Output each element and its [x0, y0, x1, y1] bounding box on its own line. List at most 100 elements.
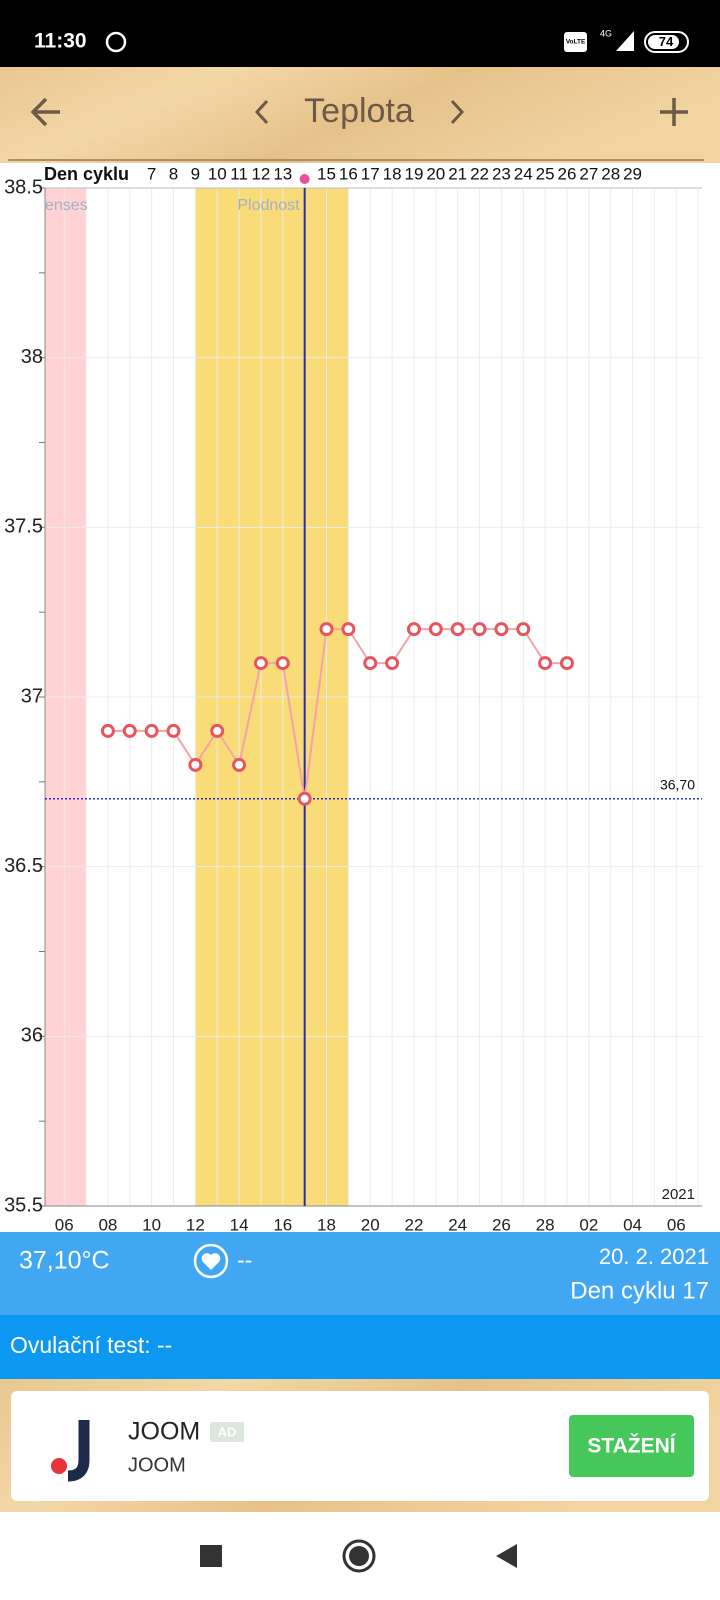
- x-tick-label: 24: [448, 1215, 467, 1234]
- info-bar: [0, 1232, 720, 1315]
- home-dot: [349, 1546, 369, 1566]
- ad-button[interactable]: [569, 1415, 694, 1477]
- cycle-day-label: 22: [470, 164, 489, 183]
- x-tick-label: 06: [55, 1215, 74, 1234]
- cycle-day-label: 8: [169, 164, 178, 183]
- reference-label: 36,70: [660, 777, 695, 793]
- header: [0, 67, 720, 163]
- temperature-point: [166, 723, 181, 738]
- x-tick-label: 26: [492, 1215, 511, 1234]
- temperature-point: [494, 622, 509, 637]
- temperature-point: [385, 656, 400, 671]
- cycle-day-label: 20: [426, 164, 445, 183]
- y-tick-label: 37: [21, 685, 43, 707]
- next-button[interactable]: [450, 99, 465, 125]
- temperature-point: [144, 723, 159, 738]
- temperature-point: [210, 723, 225, 738]
- heart-icon[interactable]: [193, 1243, 229, 1279]
- band-label: Plodnost: [237, 197, 300, 214]
- x-tick-label: 18: [317, 1215, 336, 1234]
- heart-shape: [201, 1253, 221, 1270]
- temperature-point: [406, 622, 421, 637]
- temperature-point: [188, 757, 203, 772]
- temperature-point: [341, 622, 356, 637]
- cycle-day-label: 25: [536, 164, 555, 183]
- temperature-point: [275, 656, 290, 671]
- ovulation-test[interactable]: Ovulační test: --: [10, 1332, 172, 1358]
- x-tick-label: 16: [273, 1215, 292, 1234]
- temperature-point: [516, 622, 531, 637]
- ad-card[interactable]: [11, 1391, 709, 1501]
- ad-button-label: STAŽENÍ: [587, 1434, 676, 1458]
- ovulation-dot: [299, 174, 310, 184]
- volte-label: VoLTE: [566, 39, 586, 46]
- x-tick-label: 22: [404, 1215, 423, 1234]
- temperature-point: [100, 723, 115, 738]
- temperature: 37,10°C: [19, 1247, 110, 1275]
- home-button[interactable]: [342, 1539, 376, 1573]
- y-tick-label: 38: [21, 346, 43, 368]
- x-tick-label: 20: [361, 1215, 380, 1234]
- cycle-day-label: 7: [147, 164, 156, 183]
- ad-badge: AD: [218, 1424, 237, 1439]
- battery-label: 74: [659, 34, 674, 49]
- cycle-day-label: 10: [208, 164, 227, 183]
- y-tick-label: 37.5: [4, 516, 43, 538]
- year-label: 2021: [662, 1186, 695, 1203]
- cycle-day-label: 21: [448, 164, 467, 183]
- back-nav-button[interactable]: [496, 1544, 517, 1568]
- band-label: enses: [45, 197, 88, 214]
- temperature-point: [253, 656, 268, 671]
- ad-badge-box: [210, 1422, 244, 1442]
- y-tick-label: 36: [21, 1025, 43, 1047]
- temperature-point: [319, 622, 334, 637]
- temperature-point: [297, 791, 312, 806]
- temperature-point: [559, 656, 574, 671]
- temperature-point: [428, 622, 443, 637]
- cycle-day-label: 29: [623, 164, 642, 183]
- x-tick-label: 12: [186, 1215, 205, 1234]
- x-tick-label: 06: [667, 1215, 686, 1234]
- network-label: 4G: [600, 28, 612, 38]
- heart-value: --: [237, 1247, 252, 1273]
- x-tick-label: 04: [623, 1215, 642, 1234]
- header-title: Teplota: [304, 92, 414, 130]
- cycle-day-label: 26: [558, 164, 577, 183]
- cycle-day-label: 18: [383, 164, 402, 183]
- cycle-day-label: 9: [191, 164, 200, 183]
- cycle-label: Den cyklu: [44, 164, 129, 184]
- volte-icon: [564, 32, 587, 52]
- cycle-day-label: 11: [230, 164, 248, 183]
- back-button[interactable]: [30, 97, 60, 127]
- recents-button[interactable]: [200, 1545, 222, 1567]
- temperature-point: [538, 656, 553, 671]
- temperature-line: [107, 628, 567, 799]
- temperature-point: [450, 622, 465, 637]
- cycle-day-label: 23: [492, 164, 511, 183]
- cycle-day: Den cyklu 17: [570, 1277, 709, 1304]
- cycle-day-label: 15: [317, 164, 336, 183]
- temperature-point: [122, 723, 137, 738]
- y-tick-label: 35.5: [4, 1194, 43, 1216]
- cycle-day-label: 28: [601, 164, 620, 183]
- cycle-day-label: 13: [273, 164, 292, 183]
- battery-level: [648, 35, 679, 49]
- add-button[interactable]: [660, 98, 688, 126]
- y-tick-label: 38.5: [4, 176, 43, 198]
- x-tick-label: 02: [579, 1215, 598, 1234]
- cycle-day-label: 17: [361, 164, 380, 183]
- signal-icon: [616, 31, 634, 51]
- ovulation-bar: [0, 1315, 720, 1379]
- x-tick-label: 10: [142, 1215, 161, 1234]
- date: 20. 2. 2021: [599, 1244, 709, 1269]
- cycle-day-label: 16: [339, 164, 358, 183]
- cycle-day-label: 12: [251, 164, 270, 183]
- prev-button[interactable]: [254, 99, 269, 125]
- x-tick-label: 28: [536, 1215, 555, 1234]
- ad-subtitle: JOOM: [128, 1454, 186, 1476]
- y-tick-label: 36.5: [4, 855, 43, 877]
- ad-logo: [67, 1420, 90, 1482]
- cycle-day-label: 27: [579, 164, 598, 183]
